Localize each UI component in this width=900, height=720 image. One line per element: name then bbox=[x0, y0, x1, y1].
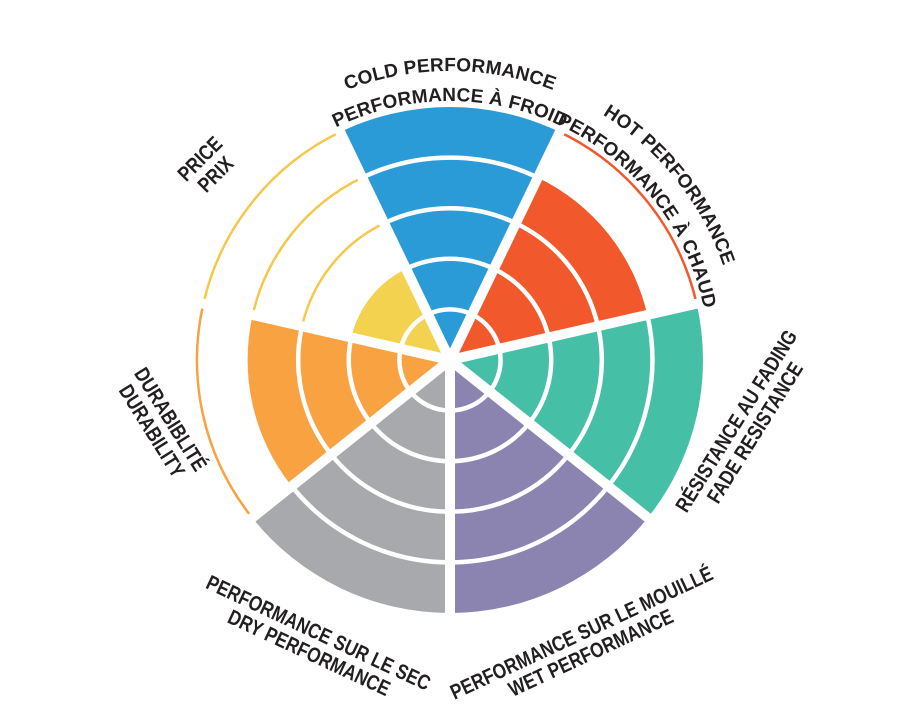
ring-divider bbox=[346, 336, 373, 425]
empty-ring-outline-price bbox=[251, 176, 363, 316]
ring-divider bbox=[514, 221, 601, 327]
sector-fill-price bbox=[351, 268, 450, 360]
ring-divider bbox=[369, 421, 451, 464]
ring-divider bbox=[361, 155, 539, 180]
ring-divider bbox=[290, 484, 451, 565]
sector-fill-hot-performance bbox=[450, 177, 648, 360]
ring-divider bbox=[492, 266, 551, 338]
label-price-text: PRICEPRIX bbox=[174, 133, 243, 202]
sector-gap-line bbox=[445, 123, 568, 363]
ring-divider bbox=[449, 421, 531, 464]
ring-divider bbox=[296, 325, 334, 457]
empty-ring-outline-price bbox=[300, 222, 385, 327]
ring-divider bbox=[405, 256, 495, 271]
empty-ring-outline-durability bbox=[195, 303, 254, 519]
sector-gap-line bbox=[446, 356, 657, 527]
sector-gap-line bbox=[195, 297, 452, 365]
ring-divider bbox=[449, 453, 571, 515]
sector-dry-performance bbox=[252, 360, 451, 613]
sector-fill-wet-performance bbox=[450, 360, 648, 613]
label-durability: DURABIBLITÉDURABILITY bbox=[110, 363, 211, 487]
sector-cold-performance bbox=[340, 106, 560, 360]
sector-fill-cold-performance bbox=[340, 106, 560, 360]
sector-gap-line bbox=[332, 123, 455, 363]
ring-divider bbox=[449, 484, 610, 565]
empty-ring-outline-hot-performance bbox=[559, 130, 698, 304]
sector-fill-fade-resistance bbox=[450, 303, 704, 518]
ring-divider bbox=[527, 336, 554, 425]
sector-hot-performance bbox=[450, 130, 698, 360]
ring-divider bbox=[606, 314, 655, 488]
sector-fill-dry-performance bbox=[252, 360, 450, 613]
sector-gap-line bbox=[448, 297, 705, 365]
label-price: PRICEPRIX bbox=[174, 133, 243, 202]
sector-wet-performance bbox=[449, 360, 648, 613]
ring-divider bbox=[566, 325, 604, 457]
label-durability-text: DURABIBLITÉDURABILITY bbox=[110, 363, 211, 487]
ring-divider bbox=[383, 205, 517, 226]
ring-divider bbox=[329, 453, 451, 515]
sector-price bbox=[202, 130, 450, 360]
label-hot-performance-line1: HOT PERFORMANCE bbox=[600, 101, 738, 267]
empty-ring-outline-price bbox=[202, 130, 341, 304]
sector-gap-line bbox=[243, 356, 454, 527]
sector-durability bbox=[195, 303, 450, 519]
